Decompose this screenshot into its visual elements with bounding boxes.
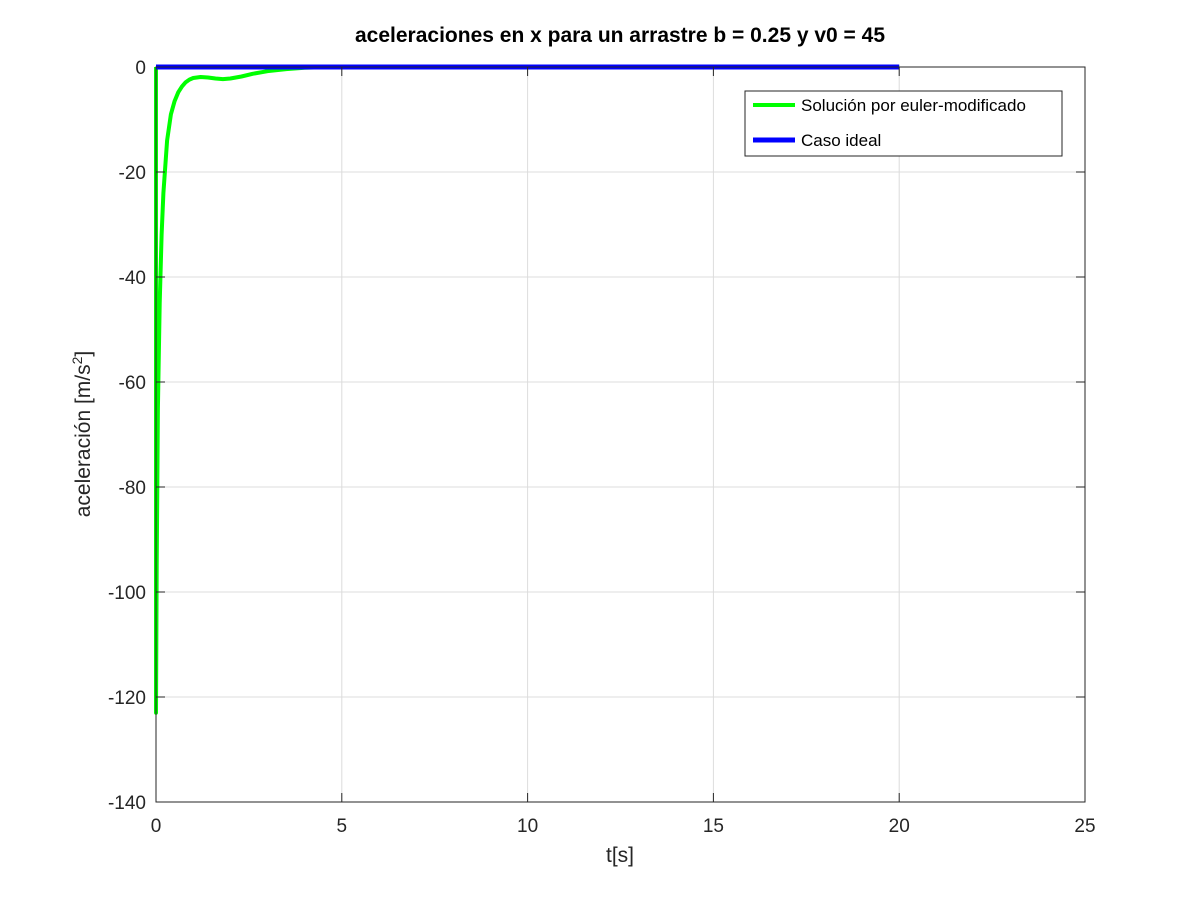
legend-entry-euler: Solución por euler-modificado <box>801 96 1026 115</box>
ticks: 0 5 10 15 20 25 0 -20 -40 -60 -80 -100 -120 -140 <box>108 58 1096 837</box>
x-tick-label: 15 <box>703 816 724 837</box>
y-tick-label: -100 <box>108 583 146 604</box>
x-tick-label: 25 <box>1074 816 1095 837</box>
y-axis-label-sup: 2 <box>69 356 85 364</box>
y-axis-label-main: aceleración [m/s <box>72 364 95 517</box>
y-tick-label: -120 <box>108 688 146 709</box>
y-tick-label: -140 <box>108 793 146 814</box>
x-tick-label: 10 <box>517 816 538 837</box>
legend-entry-ideal: Caso ideal <box>801 131 881 150</box>
x-axis-label: t[s] <box>606 844 634 867</box>
y-tick-label: -20 <box>119 163 146 184</box>
x-tick-label: 5 <box>337 816 348 837</box>
legend-box <box>744 90 1063 157</box>
x-tick-label: 0 <box>151 816 162 837</box>
y-tick-label: -60 <box>119 373 146 394</box>
legend: Solución por euler-modificado Caso ideal <box>744 90 1063 157</box>
y-tick-label: 0 <box>135 58 146 79</box>
y-axis-label: aceleración [m/s2] <box>69 351 95 518</box>
chart-title: aceleraciones en x para un arrastre b = … <box>355 24 885 47</box>
plot-background <box>156 67 1085 802</box>
plot-frame <box>155 66 1086 803</box>
series-line-0 <box>154 65 900 715</box>
y-axis-label-tail: ] <box>72 351 95 357</box>
y-tick-label: -40 <box>119 268 146 289</box>
x-tick-label: 20 <box>889 816 910 837</box>
y-tick-label: -80 <box>119 478 146 499</box>
